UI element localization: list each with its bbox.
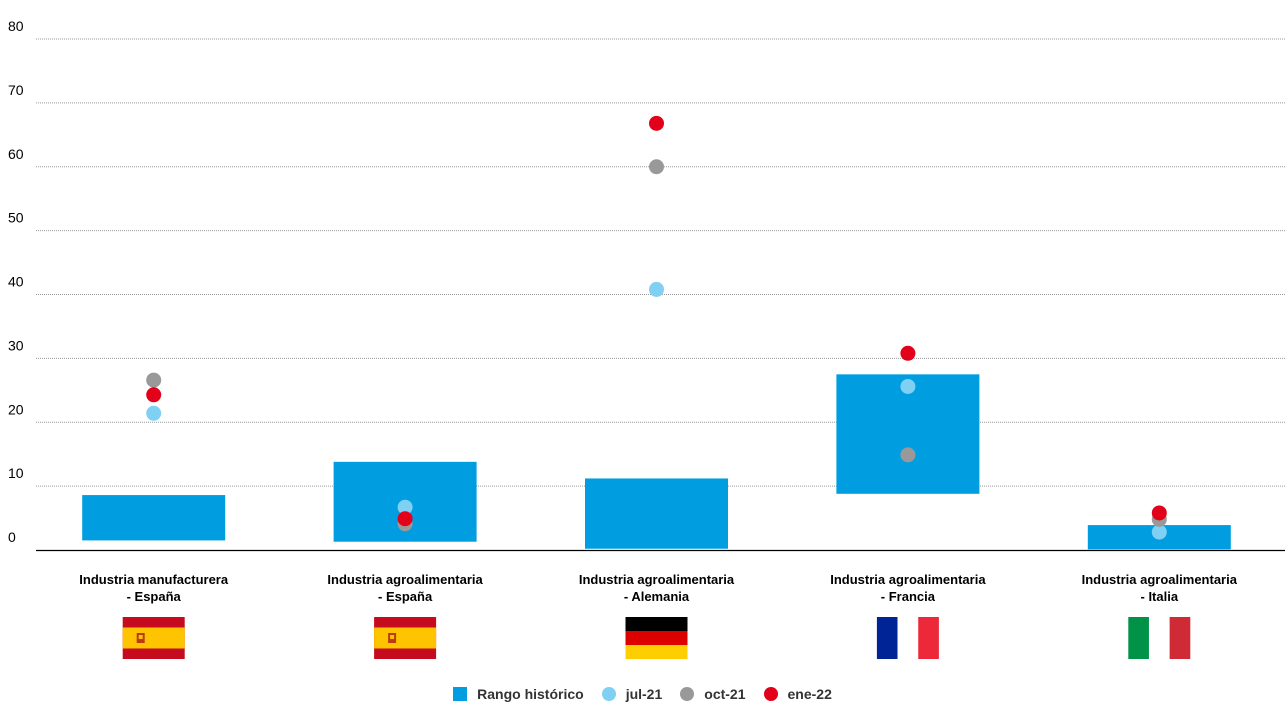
y-tick-label: 80: [8, 18, 24, 34]
y-tick-label: 30: [8, 337, 24, 353]
dot-jul21: [146, 405, 162, 421]
italy-flag: [1128, 617, 1191, 659]
y-tick-label: 70: [8, 82, 24, 98]
category-label-line2: - España: [127, 589, 182, 604]
dot-jul21: [649, 281, 664, 297]
data-points: [146, 115, 1167, 540]
y-tick-label: 50: [8, 210, 24, 226]
legend-item-oct21: oct-21: [680, 686, 746, 702]
dot-oct21: [649, 159, 664, 175]
category-label-line1: Industria agroalimentaria: [579, 572, 735, 587]
category-label-line2: - Alemania: [624, 589, 690, 604]
spain-flag: [122, 617, 185, 659]
y-tick-label: 60: [8, 146, 24, 162]
flags: [122, 617, 1191, 659]
legend-swatch-oct21: [680, 687, 695, 701]
y-tick-label: 0: [8, 529, 16, 545]
legend-label-oct21: oct-21: [704, 686, 746, 702]
dot-jul21: [1151, 524, 1167, 540]
category-labels: Industria manufacturera - España Industria…: [79, 572, 1237, 604]
legend-item-range: Rango histórico: [453, 686, 584, 702]
category-label-line2: - Italia: [1141, 589, 1179, 604]
grid-lines: [36, 38, 1285, 487]
legend-item-ene22: ene-22: [763, 686, 832, 702]
range-bar: [82, 495, 226, 541]
legend-label-range: Rango histórico: [477, 686, 584, 702]
germany-flag: [625, 617, 688, 659]
y-tick-labels: 0 10 20 30 40 50 60 70 80: [8, 18, 24, 545]
category-label-line1: Industria agroalimentaria: [327, 572, 483, 587]
dot-ene22: [146, 387, 162, 403]
category-label-line1: Industria agroalimentaria: [1082, 572, 1238, 587]
legend-swatch-ene22: [763, 687, 778, 701]
dot-ene22: [900, 345, 916, 361]
category-label-line1: Industria agroalimentaria: [830, 572, 986, 587]
dot-ene22: [1151, 505, 1167, 521]
range-bar: [585, 478, 728, 549]
legend-label-ene22: ene-22: [787, 686, 832, 702]
dot-jul21: [900, 378, 916, 394]
chart-svg: 0 10 20 30 40 50 60 70 80 Industria manufacturer…: [8, 18, 1285, 659]
y-tick-label: 20: [8, 401, 24, 417]
category-label-line2: - Francia: [881, 589, 936, 604]
category-label-line1: Industria manufacturera: [79, 572, 229, 587]
legend-item-jul21: jul-21: [601, 686, 663, 702]
france-flag: [876, 617, 939, 659]
legend-swatch-range: [453, 687, 468, 701]
legend: Rango histórico jul-21 oct-21 ene-22: [0, 686, 1285, 702]
dot-ene22: [649, 115, 664, 131]
legend-label-jul21: jul-21: [625, 686, 663, 702]
dot-ene22: [397, 511, 413, 527]
dot-oct21: [900, 447, 916, 463]
category-label-line2: - España: [378, 589, 433, 604]
spain-flag: [374, 617, 437, 659]
legend-swatch-jul21: [601, 687, 616, 701]
dot-oct21: [146, 372, 162, 388]
range-bars: [82, 374, 1231, 550]
range-bar: [836, 374, 980, 494]
y-tick-label: 10: [8, 465, 24, 481]
dot-jul21: [397, 499, 413, 515]
y-tick-label: 40: [8, 274, 24, 290]
